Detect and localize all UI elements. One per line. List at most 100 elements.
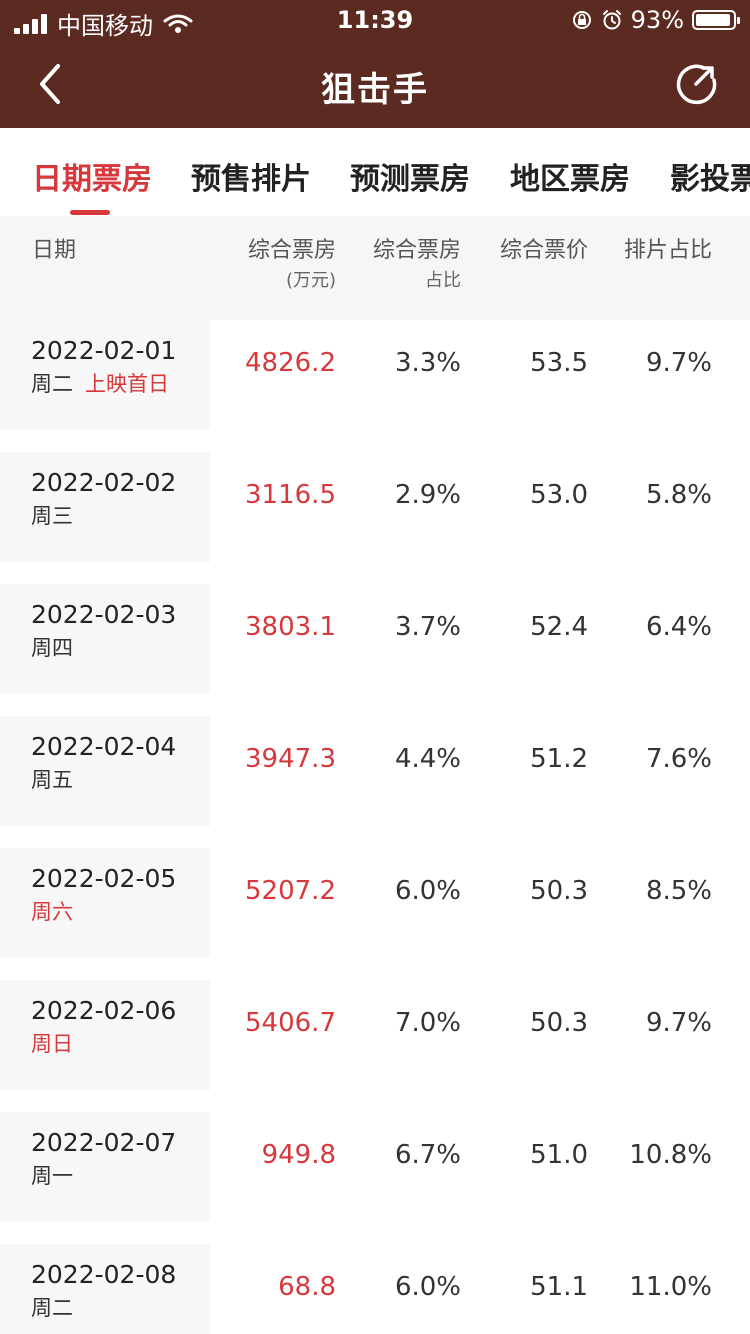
date-cell: 2022-02-03 周四 (0, 584, 210, 694)
header-box-share: 综合票房 占比 (373, 236, 461, 296)
date-cell: 2022-02-07 周一 (0, 1112, 210, 1222)
row-box-office: 3947.3 (245, 744, 336, 774)
battery-icon (692, 10, 740, 30)
row-schedule-share: 8.5% (645, 876, 712, 906)
table-row[interactable]: 2022-02-03 周四 3803.1 3.7% 52.4 6.4% (0, 584, 750, 716)
row-weekday: 周三 (31, 504, 73, 528)
row-avg-price: 51.0 (530, 1140, 588, 1170)
row-schedule-share: 6.4% (645, 612, 712, 642)
row-date: 2022-02-02 (31, 468, 177, 497)
alarm-icon (602, 10, 621, 30)
row-schedule-share: 11.0% (629, 1272, 712, 1302)
row-schedule-share: 7.6% (645, 744, 712, 774)
row-box-office: 68.8 (278, 1272, 336, 1302)
row-schedule-share: 9.7% (645, 348, 712, 378)
row-box-office: 5406.7 (245, 1008, 336, 1038)
tab-presale-schedule[interactable]: 预售排片 (191, 162, 311, 197)
row-avg-price: 50.3 (530, 1008, 588, 1038)
status-left: 中国移动 (14, 6, 193, 41)
date-cell: 2022-02-01 周二 上映首日 (0, 320, 210, 430)
row-box-office: 4826.2 (245, 348, 336, 378)
status-right: 93% (571, 6, 740, 34)
tab-investor[interactable]: 影投票 (670, 162, 750, 197)
weekday-label: 周二 (31, 372, 73, 396)
row-box-share: 3.3% (394, 348, 461, 378)
date-cell: 2022-02-04 周五 (0, 716, 210, 826)
signal-icon (14, 13, 47, 34)
wifi-icon (163, 14, 193, 33)
battery-percent: 93% (630, 6, 684, 34)
header-box-share-sub: 占比 (425, 270, 461, 291)
active-tab-indicator (70, 210, 110, 215)
row-box-office: 949.8 (261, 1140, 336, 1170)
date-cell: 2022-02-08 周二 (0, 1244, 210, 1334)
row-date: 2022-02-03 (31, 600, 177, 629)
rotation-lock-icon (572, 11, 591, 29)
tab-date-box-office[interactable]: 日期票房 (32, 162, 152, 197)
row-avg-price: 50.3 (530, 876, 588, 906)
table-row[interactable]: 2022-02-01 周二 上映首日 4826.2 3.3% 53.5 9.7% (0, 320, 750, 452)
row-box-share: 7.0% (394, 1008, 461, 1038)
row-date: 2022-02-05 (31, 864, 177, 893)
table-row[interactable]: 2022-02-08 周二 68.8 6.0% 51.1 11.0% (0, 1244, 750, 1334)
date-cell: 2022-02-02 周三 (0, 452, 210, 562)
header-box-office-label: 综合票房 (247, 238, 336, 263)
header-avg-price: 综合票价 (499, 238, 588, 263)
row-box-share: 6.7% (394, 1140, 461, 1170)
row-date: 2022-02-04 (31, 732, 177, 761)
table-row[interactable]: 2022-02-04 周五 3947.3 4.4% 51.2 7.6% (0, 716, 750, 848)
tab-forecast-box-office[interactable]: 预测票房 (350, 162, 470, 197)
table-row[interactable]: 2022-02-07 周一 949.8 6.7% 51.0 10.8% (0, 1112, 750, 1244)
date-cell: 2022-02-06 周日 (0, 980, 210, 1090)
row-box-share: 3.7% (394, 612, 461, 642)
table-header: 日期 综合票房 (万元) 综合票房 占比 综合票价 排片占比 (0, 216, 750, 320)
row-avg-price: 53.0 (530, 480, 588, 510)
row-weekday: 周六 (31, 900, 73, 924)
row-date: 2022-02-07 (31, 1128, 177, 1157)
row-schedule-share: 9.7% (645, 1008, 712, 1038)
row-box-share: 6.0% (394, 1272, 461, 1302)
carrier-label: 中国移动 (57, 12, 153, 40)
row-weekday: 周二 (31, 1296, 73, 1320)
row-avg-price: 53.5 (530, 348, 588, 378)
page-title: 狙击手 (321, 70, 429, 110)
row-box-share: 4.4% (394, 744, 461, 774)
row-weekday: 周日 (31, 1032, 73, 1056)
tab-bar: 日期票房 预售排片 预测票房 地区票房 影投票 (0, 128, 750, 217)
table-row[interactable]: 2022-02-05 周六 5207.2 6.0% 50.3 8.5% (0, 848, 750, 980)
header-box-office-unit: (万元) (285, 270, 336, 291)
row-weekday: 周四 (31, 636, 73, 660)
date-cell: 2022-02-05 周六 (0, 848, 210, 958)
row-box-share: 6.0% (394, 876, 461, 906)
share-icon[interactable] (674, 62, 718, 106)
header-box-office: 综合票房 (万元) (248, 236, 336, 296)
status-time: 11:39 (336, 6, 414, 34)
release-day-tag: 上映首日 (85, 372, 169, 396)
row-date: 2022-02-08 (31, 1260, 177, 1289)
tab-region-box-office[interactable]: 地区票房 (510, 162, 630, 197)
header-schedule-share: 排片占比 (623, 238, 712, 263)
row-box-share: 2.9% (394, 480, 461, 510)
row-date: 2022-02-01 (31, 336, 177, 365)
row-box-office: 3803.1 (245, 612, 336, 642)
row-date: 2022-02-06 (31, 996, 177, 1025)
header-box-share-label: 综合票房 (372, 238, 461, 263)
header-date: 日期 (32, 238, 77, 263)
row-box-office: 3116.5 (245, 480, 336, 510)
status-bar: 中国移动 11:39 93% (0, 0, 750, 40)
row-schedule-share: 10.8% (629, 1140, 712, 1170)
nav-bar: 狙击手 (0, 40, 750, 128)
back-arrow-icon[interactable] (32, 60, 72, 108)
row-avg-price: 51.2 (530, 744, 588, 774)
table-row[interactable]: 2022-02-02 周三 3116.5 2.9% 53.0 5.8% (0, 452, 750, 584)
row-avg-price: 52.4 (530, 612, 588, 642)
table-row[interactable]: 2022-02-06 周日 5406.7 7.0% 50.3 9.7% (0, 980, 750, 1112)
row-avg-price: 51.1 (530, 1272, 588, 1302)
row-weekday: 周五 (31, 768, 73, 792)
row-weekday: 周一 (31, 1164, 73, 1188)
row-schedule-share: 5.8% (645, 480, 712, 510)
row-box-office: 5207.2 (245, 876, 336, 906)
top-bar: 中国移动 11:39 93% (0, 0, 750, 128)
row-weekday: 周二 上映首日 (31, 368, 169, 398)
